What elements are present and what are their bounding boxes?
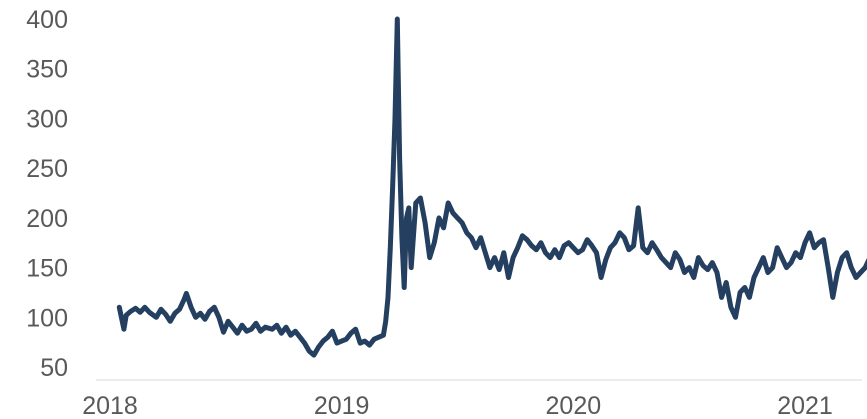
y-tick-label: 200 (26, 205, 68, 233)
x-axis: 2018 2019 2020 2021 (82, 379, 862, 419)
x-tick-label: 2020 (546, 392, 602, 419)
y-tick-label: 300 (26, 105, 68, 133)
x-tick-label: 2018 (82, 392, 138, 419)
y-tick-label: 150 (26, 255, 68, 283)
x-tick-label: 2019 (314, 392, 370, 419)
y-tick-label: 350 (26, 56, 68, 84)
series-line-0 (116, 16, 867, 358)
x-tick-label: 2021 (777, 392, 833, 419)
y-axis: 50 100 150 200 250 300 350 400 (26, 6, 68, 382)
plot-area (116, 16, 867, 358)
y-tick-label: 250 (26, 155, 68, 183)
y-tick-label: 100 (26, 304, 68, 332)
y-tick-label: 50 (40, 354, 68, 382)
y-tick-label: 400 (26, 6, 68, 34)
